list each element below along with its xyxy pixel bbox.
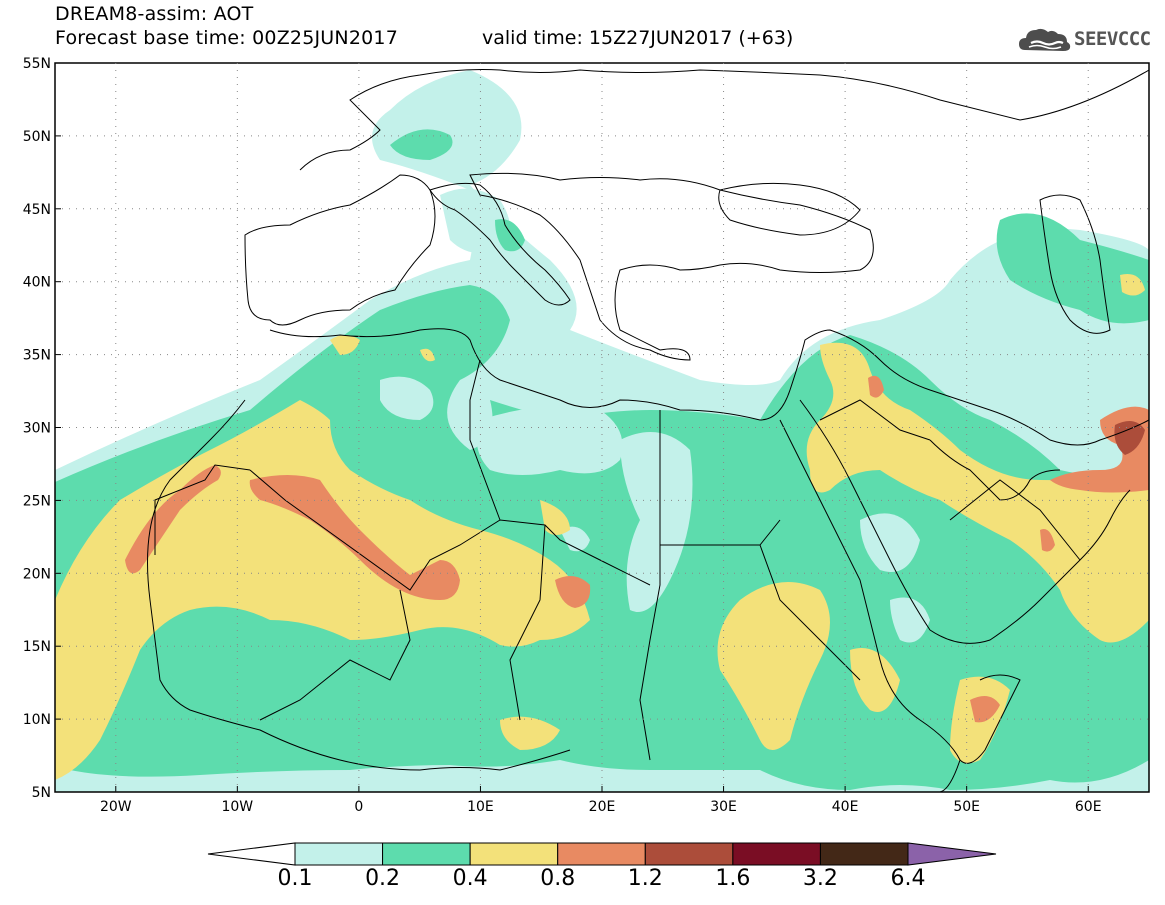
colorbar-box — [732, 842, 821, 866]
forecast-base-time: Forecast base time: 00Z25JUN2017 — [55, 27, 398, 49]
colorbar-label: 6.4 — [890, 866, 926, 891]
colorbar-label: 3.2 — [802, 866, 838, 891]
colorbar-arrow-low — [207, 842, 296, 866]
logo-text: SEEVCCC — [1074, 28, 1151, 50]
colorbar-box — [557, 842, 646, 866]
cloud-icon — [1019, 28, 1071, 51]
lat-label: 45N — [23, 202, 51, 218]
colorbar-arrow-high — [907, 842, 997, 866]
aot-contour-1.2 — [1114, 421, 1145, 455]
colorbar-box — [382, 842, 471, 866]
colorbar-label: 0.8 — [540, 866, 576, 891]
colorbar-label: 0.2 — [365, 866, 401, 891]
lat-label: 50N — [23, 129, 51, 145]
lon-label: 50E — [953, 799, 980, 815]
seevccc-logo: SEEVCCC — [1017, 22, 1157, 58]
lat-label: 55N — [23, 56, 51, 72]
colorbar-label: 0.4 — [452, 866, 488, 891]
lon-label: 10W — [221, 799, 253, 815]
colorbar-label: 1.2 — [627, 866, 663, 891]
lat-label: 20N — [23, 566, 51, 582]
colorbar-box — [644, 842, 734, 866]
colorbar-box — [294, 842, 384, 866]
lon-label: 60E — [1075, 799, 1102, 815]
lat-label: 10N — [23, 712, 51, 728]
colorbar-box — [819, 842, 909, 866]
lon-label: 20E — [589, 799, 616, 815]
lon-label: 20W — [100, 799, 132, 815]
colorbar-label: 1.6 — [715, 866, 751, 891]
lat-label: 30N — [23, 421, 51, 437]
valid-time: valid time: 15Z27JUN2017 (+63) — [482, 27, 794, 49]
lon-label: 10E — [467, 799, 494, 815]
map-title: DREAM8-assim: AOT — [55, 3, 254, 25]
lon-label: 0 — [354, 799, 363, 815]
lat-label: 40N — [23, 275, 51, 291]
lat-label: 35N — [23, 348, 51, 364]
axis-ticks: 55N 50N 45N 40N 35N 30N 25N 20N 15N 10N 5N 20W 10W 0 1… — [23, 56, 1102, 815]
aot-contour-0.1-holes — [380, 376, 930, 643]
lat-label: 15N — [23, 639, 51, 655]
colorbar-label: 0.1 — [277, 866, 313, 891]
gridlines — [55, 63, 1149, 792]
colorbar-box — [469, 842, 559, 866]
lon-label: 30E — [710, 799, 737, 815]
lon-label: 40E — [832, 799, 859, 815]
lat-label: 25N — [23, 493, 51, 509]
lat-label: 5N — [32, 785, 51, 801]
